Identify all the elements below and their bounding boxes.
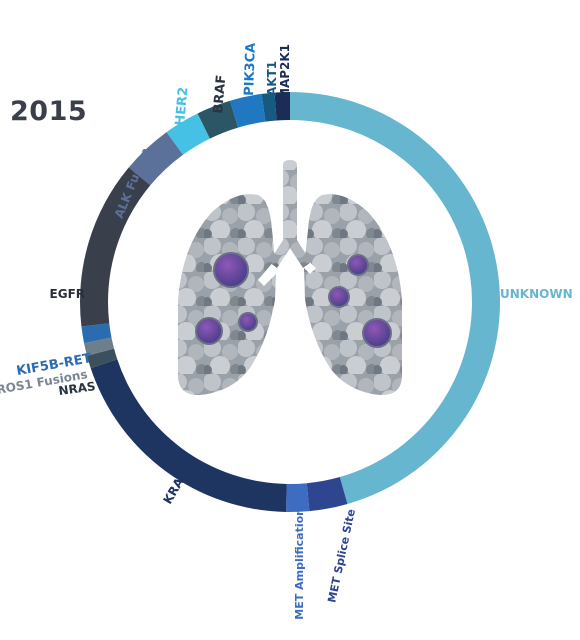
label-met-splice-site: MET Splice Site (325, 508, 358, 604)
segment-pik3ca (230, 93, 266, 128)
label-akt1: AKT1 (265, 61, 279, 96)
nodule (362, 318, 392, 348)
label-her2: HER2 (173, 86, 191, 126)
left-lung (178, 194, 276, 396)
nodule (347, 254, 369, 276)
donut-ring (79, 92, 501, 512)
year-title: 2015 (10, 96, 88, 127)
segment-braf (197, 100, 239, 139)
segment-met-amplification (286, 483, 310, 512)
right-lung (304, 194, 402, 396)
segment-akt1 (261, 92, 277, 122)
trachea (269, 160, 311, 268)
label-met-amplification: MET Amplification (293, 508, 306, 620)
nodule (195, 317, 223, 345)
label-nras: NRAS (58, 379, 97, 398)
lungs-illustration (178, 160, 402, 396)
segment-egfr (79, 167, 151, 327)
label-braf: BRAF (211, 74, 229, 114)
label-pik3ca: PIK3CA (242, 43, 259, 97)
segment-kras (90, 359, 287, 512)
label-egfr: EGFR (50, 287, 85, 301)
nodule (238, 312, 258, 332)
segment-kif5b-ret (81, 323, 112, 344)
segment-her2 (166, 113, 210, 155)
label-unknown: UNKNOWN (500, 287, 573, 301)
label-map2k1: MAP2K1 (278, 44, 292, 100)
nodule (328, 286, 350, 308)
nodule (213, 252, 249, 288)
label-kras: KRAS (160, 468, 190, 507)
segment-ros1-fusions (84, 337, 115, 356)
segment-nras (86, 348, 118, 369)
segment-map2k1 (274, 92, 290, 121)
segment-met-splice-site (306, 477, 348, 512)
segment-alk-fusion (128, 132, 184, 186)
segment-unknown (290, 92, 501, 504)
